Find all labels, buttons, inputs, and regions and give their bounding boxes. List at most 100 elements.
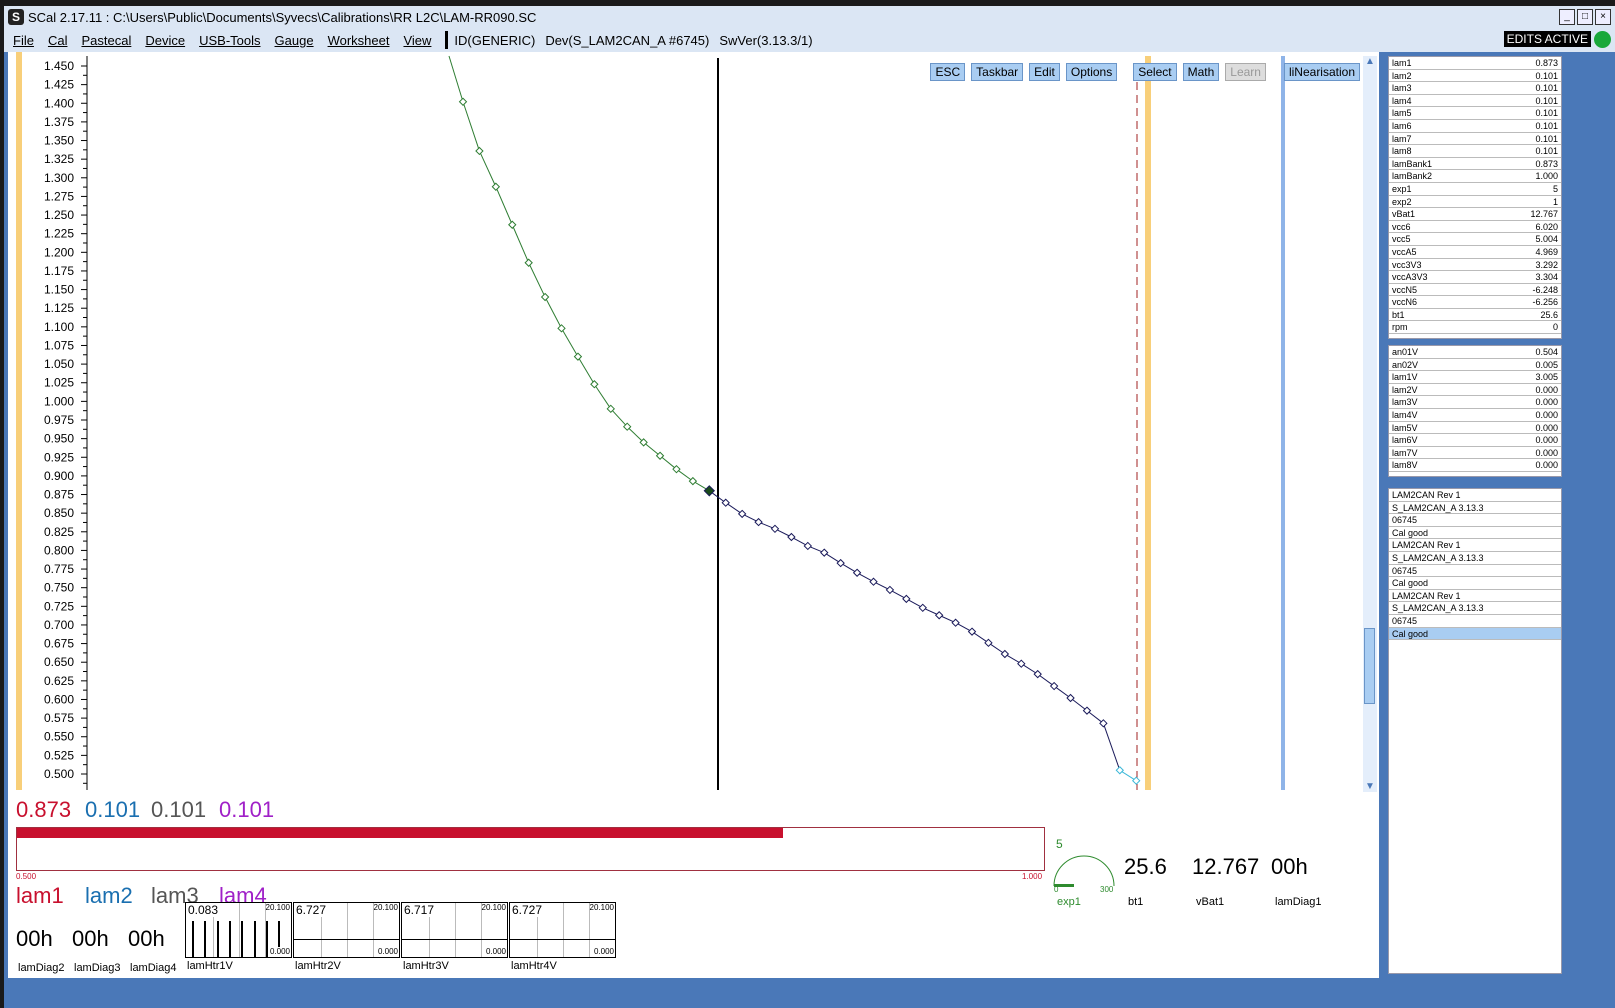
data-point[interactable]: [1082, 706, 1092, 715]
live-value-row[interactable]: vcc5 5.004: [1389, 233, 1561, 246]
data-point[interactable]: [655, 451, 665, 460]
data-point[interactable]: [688, 476, 698, 486]
device-row[interactable]: S_LAM2CAN_A 3.13.3: [1389, 602, 1561, 615]
data-point[interactable]: [491, 182, 501, 191]
data-point[interactable]: [703, 485, 716, 497]
data-point[interactable]: [951, 618, 960, 627]
data-point[interactable]: [540, 292, 550, 302]
data-point[interactable]: [902, 594, 911, 604]
data-point[interactable]: [458, 97, 468, 106]
device-row[interactable]: 06745: [1389, 615, 1561, 628]
live-value-row[interactable]: lamBank1 0.873: [1389, 158, 1561, 171]
data-point[interactable]: [836, 558, 845, 568]
linearisation-button[interactable]: liNearisation: [1283, 63, 1360, 81]
voltage-row[interactable]: an01V 0.504: [1389, 346, 1561, 359]
esc-button[interactable]: ESC: [930, 63, 966, 81]
select-button[interactable]: Select: [1133, 63, 1177, 81]
data-point[interactable]: [803, 541, 813, 551]
data-point[interactable]: [606, 404, 615, 414]
data-point[interactable]: [557, 324, 566, 333]
learn-button[interactable]: Learn: [1225, 63, 1266, 81]
live-value-row[interactable]: lam6 0.101: [1389, 120, 1561, 133]
menu-file[interactable]: File: [13, 32, 34, 48]
live-value-row[interactable]: vcc3V3 3.292: [1389, 259, 1561, 272]
live-value-row[interactable]: vccN5 -6.248: [1389, 284, 1561, 297]
live-value-row[interactable]: lam4 0.101: [1389, 95, 1561, 108]
scroll-down-icon[interactable]: ▼: [1365, 781, 1375, 792]
data-point[interactable]: [754, 517, 763, 527]
device-row[interactable]: LAM2CAN Rev 1: [1389, 539, 1561, 552]
live-value-row[interactable]: lam3 0.101: [1389, 82, 1561, 95]
menu-worksheet[interactable]: Worksheet: [327, 32, 390, 48]
data-point[interactable]: [1132, 776, 1141, 785]
data-point[interactable]: [934, 611, 944, 620]
data-point[interactable]: [1033, 669, 1042, 679]
data-point[interactable]: [672, 464, 681, 474]
device-row[interactable]: Cal good: [1389, 627, 1561, 641]
device-row[interactable]: S_LAM2CAN_A 3.13.3: [1389, 502, 1561, 515]
data-point[interactable]: [967, 627, 977, 636]
maximize-button[interactable]: □: [1577, 9, 1593, 25]
device-row[interactable]: Cal good: [1389, 527, 1561, 540]
data-point[interactable]: [1017, 659, 1026, 668]
vertical-scrollbar[interactable]: ▲ ▼: [1363, 56, 1377, 792]
data-point[interactable]: [737, 509, 747, 519]
data-point[interactable]: [622, 422, 632, 431]
data-point[interactable]: [524, 258, 533, 267]
data-point[interactable]: [475, 146, 484, 156]
menu-gauge[interactable]: Gauge: [274, 32, 314, 48]
menu-pastecal[interactable]: Pastecal: [81, 32, 132, 48]
live-value-row[interactable]: vccA3V3 3.304: [1389, 271, 1561, 284]
live-value-row[interactable]: vccN6 -6.256: [1389, 296, 1561, 309]
data-point[interactable]: [1099, 719, 1108, 728]
voltage-row[interactable]: lam7V 0.000: [1389, 447, 1561, 460]
live-value-row[interactable]: lam2 0.101: [1389, 70, 1561, 83]
taskbar-button[interactable]: Taskbar: [971, 63, 1024, 81]
device-row[interactable]: LAM2CAN Rev 1: [1389, 489, 1561, 502]
close-button[interactable]: ×: [1595, 9, 1611, 25]
data-point[interactable]: [787, 532, 796, 542]
voltage-row[interactable]: lam2V 0.000: [1389, 384, 1561, 397]
options-button[interactable]: Options: [1065, 63, 1118, 81]
data-point[interactable]: [1000, 649, 1010, 659]
live-value-row[interactable]: vcc6 6.020: [1389, 221, 1561, 234]
data-point[interactable]: [852, 568, 862, 577]
device-row[interactable]: Cal good: [1389, 577, 1561, 590]
data-point[interactable]: [721, 498, 730, 507]
live-value-row[interactable]: vBat1 12.767: [1389, 208, 1561, 221]
device-row[interactable]: LAM2CAN Rev 1: [1389, 590, 1561, 603]
data-point[interactable]: [918, 603, 927, 613]
data-point[interactable]: [1049, 681, 1059, 691]
data-point[interactable]: [590, 380, 599, 389]
voltage-row[interactable]: lam1V 3.005: [1389, 371, 1561, 384]
device-row[interactable]: 06745: [1389, 514, 1561, 527]
voltage-row[interactable]: lam3V 0.000: [1389, 396, 1561, 409]
live-value-row[interactable]: lam7 0.101: [1389, 133, 1561, 146]
device-row[interactable]: 06745: [1389, 565, 1561, 578]
live-value-row[interactable]: lamBank2 1.000: [1389, 170, 1561, 183]
data-point[interactable]: [770, 524, 780, 534]
data-point[interactable]: [885, 585, 895, 595]
live-value-row[interactable]: vccA5 4.969: [1389, 246, 1561, 259]
live-value-row[interactable]: exp2 1: [1389, 196, 1561, 209]
live-value-row[interactable]: lam1 0.873: [1389, 57, 1561, 70]
data-point[interactable]: [869, 577, 878, 586]
voltage-row[interactable]: lam6V 0.000: [1389, 434, 1561, 447]
minimize-button[interactable]: _: [1559, 9, 1575, 25]
live-value-row[interactable]: exp1 5: [1389, 183, 1561, 196]
voltage-row[interactable]: lam5V 0.000: [1389, 422, 1561, 435]
scroll-up-icon[interactable]: ▲: [1365, 56, 1375, 67]
scroll-thumb[interactable]: [1364, 628, 1375, 704]
menu-device[interactable]: Device: [145, 32, 186, 48]
data-point[interactable]: [508, 220, 517, 229]
data-point[interactable]: [639, 438, 648, 447]
data-point[interactable]: [1066, 693, 1075, 703]
menu-view[interactable]: View: [403, 32, 432, 48]
data-point[interactable]: [820, 548, 829, 557]
live-value-row[interactable]: lam5 0.101: [1389, 107, 1561, 120]
linearisation-chart[interactable]: 0.500 0.525 0.550 0.575 0.600 0.625 0.650 0.675…: [8, 52, 1379, 794]
live-value-row[interactable]: lam8 0.101: [1389, 145, 1561, 158]
math-button[interactable]: Math: [1182, 63, 1220, 81]
menu-cal[interactable]: Cal: [47, 32, 68, 48]
voltage-row[interactable]: lam8V 0.000: [1389, 459, 1561, 472]
